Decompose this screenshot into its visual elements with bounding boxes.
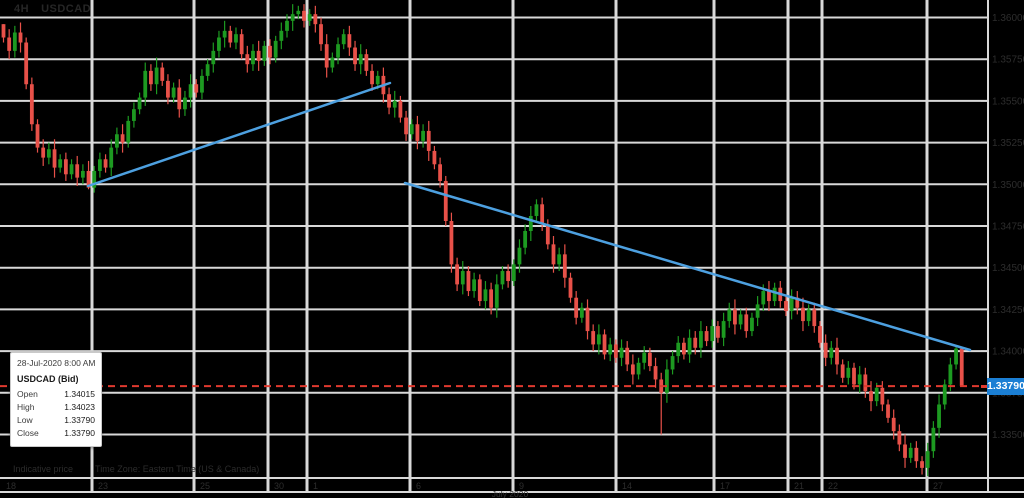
tooltip-datetime: 28-Jul-2020 8:00 AM — [17, 358, 96, 368]
close-label: Close — [17, 428, 39, 438]
low-value: 1.33790 — [64, 415, 95, 425]
tooltip-close-row: Close 1.33790 — [17, 427, 95, 440]
price-axis-label: 1.34500 — [992, 263, 1024, 274]
price-axis-label: 1.34000 — [992, 347, 1024, 358]
price-axis-label: 1.35750 — [992, 55, 1024, 66]
month-axis-label: July 2020 — [491, 489, 529, 498]
symbol-label: USDCAD — [41, 3, 92, 15]
date-axis-label: 18 — [6, 481, 16, 491]
date-axis-label: 6 — [416, 481, 421, 491]
date-axis-label: 23 — [98, 481, 108, 491]
tooltip-high-row: High 1.34023 — [17, 401, 95, 414]
date-axis-label: 9 — [519, 481, 524, 491]
low-label: Low — [17, 415, 33, 425]
price-axis-label: 1.35000 — [992, 180, 1024, 191]
tooltip-low-row: Low 1.33790 — [17, 414, 95, 427]
high-value: 1.34023 — [64, 402, 95, 412]
timeframe-label: 4H — [14, 3, 30, 15]
date-axis-label: 17 — [720, 481, 730, 491]
date-axis-label: 22 — [828, 481, 838, 491]
last-price-tick — [981, 385, 987, 388]
timezone-note: Time Zone: Eastern Time (US & Canada) — [95, 464, 260, 474]
ohlc-tooltip: 28-Jul-2020 8:00 AM USDCAD (Bid) Open 1.… — [10, 352, 102, 447]
chart-footer: Indicative price Time Zone: Eastern Time … — [13, 464, 281, 474]
date-axis-label: 14 — [622, 481, 632, 491]
indicative-price-note: Indicative price — [13, 464, 74, 474]
date-axis-label: 25 — [200, 481, 210, 491]
price-axis-label: 1.35500 — [992, 96, 1024, 107]
date-axis-label: 27 — [933, 481, 943, 491]
tooltip-open-row: Open 1.34015 — [17, 388, 95, 401]
chart-header: 4H USDCAD — [14, 3, 103, 15]
price-axis-label: 1.34750 — [992, 222, 1024, 233]
open-label: Open — [17, 389, 38, 399]
close-value: 1.33790 — [64, 428, 95, 438]
date-axis-label: 21 — [794, 481, 804, 491]
date-axis-label: 1 — [313, 481, 318, 491]
open-value: 1.34015 — [64, 389, 95, 399]
price-axis-label: 1.36000 — [992, 13, 1024, 24]
price-axis-label: 1.35250 — [992, 138, 1024, 149]
last-price-marker: 1.33790 — [987, 378, 1024, 395]
price-axis-label: 1.33500 — [992, 430, 1024, 441]
date-axis-label: 30 — [274, 481, 284, 491]
high-label: High — [17, 402, 35, 412]
price-axis-label: 1.34250 — [992, 305, 1024, 316]
tooltip-symbol: USDCAD (Bid) — [17, 374, 79, 384]
